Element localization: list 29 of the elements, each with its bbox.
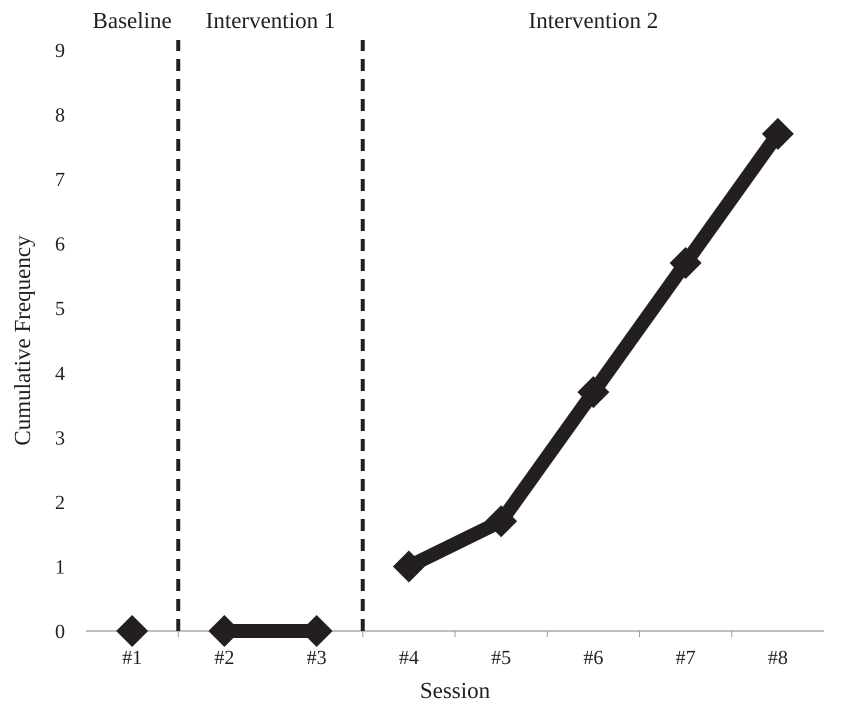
y-tick-label: 7 <box>55 169 65 192</box>
x-tick-label: #7 <box>676 647 696 669</box>
x-tick-label: #2 <box>214 647 234 669</box>
x-tick-label: #6 <box>583 647 604 669</box>
point <box>116 615 148 647</box>
x-tick-label: #8 <box>768 647 788 669</box>
y-tick-label: 9 <box>55 40 65 62</box>
point <box>485 505 518 538</box>
x-axis-title: Session <box>420 678 491 703</box>
y-tick-label: 5 <box>55 298 65 320</box>
y-tick-label: 1 <box>55 556 65 578</box>
y-tick-label: 6 <box>55 234 65 256</box>
point <box>577 376 610 408</box>
point <box>392 550 425 582</box>
x-tick-label: #3 <box>306 647 327 669</box>
text: Intervention 2 <box>528 8 658 33</box>
y-tick-label: 2 <box>55 492 65 514</box>
text: Intervention 1 <box>206 8 336 33</box>
x-tick-label: #5 <box>491 647 512 669</box>
y-tick-label: 4 <box>55 362 65 385</box>
y-tick-label: 0 <box>55 621 65 643</box>
y-tick-label: 8 <box>55 104 65 127</box>
x-tick-label: #4 <box>398 647 419 669</box>
point <box>670 247 702 280</box>
x-tick-label: #1 <box>122 647 142 669</box>
y-tick-label: 3 <box>55 427 65 450</box>
y-axis-title: Cumulative Frequency <box>10 234 35 446</box>
point <box>762 118 794 150</box>
text: Baseline <box>92 8 172 33</box>
